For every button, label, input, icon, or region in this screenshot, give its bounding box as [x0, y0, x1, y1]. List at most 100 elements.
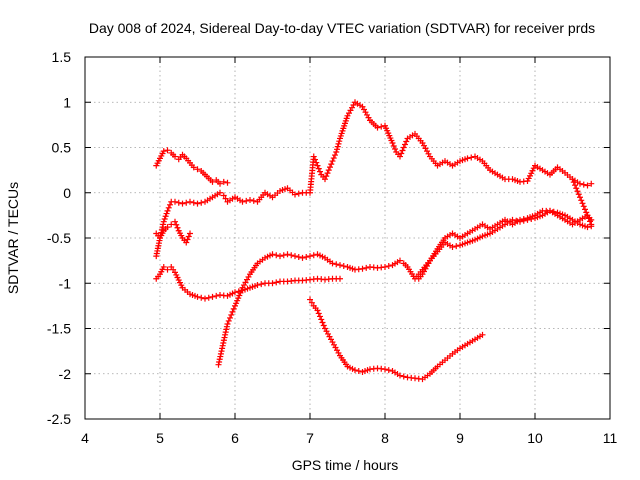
data-point-track-b: [334, 146, 340, 153]
data-point-track-b: [336, 138, 343, 145]
data-point-track-e: [284, 251, 291, 258]
data-point-track-e: [333, 261, 340, 268]
data-point-track-e: [269, 251, 276, 258]
data-point-track-e: [228, 311, 235, 318]
data-point-track-b: [323, 173, 330, 180]
data-point-track-g: [355, 368, 362, 375]
x-tick-label: 9: [456, 430, 464, 446]
data-point-track-f: [513, 217, 520, 224]
data-point-track-e: [292, 253, 298, 260]
data-point-track-g: [315, 310, 322, 317]
data-point-track-b: [324, 170, 331, 177]
y-tick-label: -0.5: [47, 230, 71, 246]
data-point-track-b: [239, 198, 246, 205]
data-point-track-b: [187, 198, 193, 205]
data-point-track-d: [232, 289, 238, 296]
data-point-track-b: [163, 210, 170, 217]
data-point-track-b: [190, 199, 197, 206]
data-point-track-b: [165, 204, 172, 211]
data-point-track-a: [164, 147, 171, 154]
data-point-track-d: [269, 280, 276, 287]
data-point-track-b: [392, 146, 398, 153]
data-point-track-d: [213, 292, 220, 299]
data-point-track-b: [317, 168, 323, 175]
data-point-track-b: [179, 200, 186, 207]
y-tick-label: 1.5: [52, 49, 72, 65]
data-point-track-f: [509, 216, 516, 223]
data-point-track-d: [205, 294, 212, 301]
x-tick-label: 4: [81, 430, 89, 446]
data-point-track-d: [202, 295, 208, 302]
x-tick-label: 8: [381, 430, 389, 446]
data-point-track-d: [194, 293, 201, 300]
data-point-track-b: [247, 196, 253, 203]
grid: [85, 57, 610, 419]
data-point-track-b: [389, 139, 396, 146]
data-point-track-c: [185, 233, 192, 240]
data-point-track-g: [314, 307, 321, 314]
axis-ticks: 4 5 6 7 8 9 10 11 1.5 1 0.5 0 -0.5 -1 -1.5 -2 -2.5: [47, 49, 618, 446]
data-point-track-b: [399, 147, 406, 154]
data-point-track-d: [258, 281, 265, 288]
data-point-track-e: [227, 314, 233, 321]
data-point-track-b: [198, 199, 205, 206]
x-tick-label: 11: [603, 430, 618, 446]
data-point-track-f: [517, 218, 523, 225]
data-point-track-b: [292, 191, 298, 198]
data-point-track-b: [325, 167, 332, 174]
data-point-track-f: [528, 215, 535, 222]
data-point-track-f: [449, 244, 456, 251]
data-point-track-b: [194, 200, 201, 207]
data-point-track-c: [174, 224, 181, 231]
data-point-track-b: [327, 164, 333, 171]
x-tick-label: 6: [231, 430, 239, 446]
data-point-track-b: [250, 197, 257, 204]
data-point-track-e: [307, 253, 313, 260]
data-point-track-a: [160, 148, 167, 155]
data-point-track-h: [579, 200, 586, 207]
data-point-track-h: [572, 182, 578, 189]
y-axis-title: SDTVAR / TECUs: [5, 182, 21, 294]
data-point-track-e: [303, 254, 310, 261]
data-point-track-g: [382, 366, 388, 373]
data-point-track-g: [352, 367, 358, 374]
data-point-track-h: [574, 188, 581, 195]
data-point-track-f: [584, 224, 591, 231]
data-point-track-e: [277, 253, 283, 260]
x-tick-label: 5: [156, 430, 164, 446]
data-point-track-c: [173, 221, 180, 228]
data-point-track-b: [160, 218, 167, 225]
data-point-track-h: [577, 194, 583, 201]
data-point-track-b: [295, 190, 302, 197]
data-point-track-b: [402, 141, 408, 148]
data-point-track-g: [318, 316, 325, 323]
data-point-track-b: [164, 207, 171, 214]
data-point-track-e: [295, 254, 302, 261]
data-point-track-d: [164, 266, 171, 273]
data-point-track-b: [328, 161, 335, 168]
data-point-track-a: [190, 164, 197, 171]
data-point-track-g: [319, 319, 326, 326]
data-point-track-b: [577, 180, 583, 187]
data-point-track-b: [329, 158, 336, 165]
data-point-track-f: [588, 223, 595, 230]
data-point-track-b: [175, 199, 182, 206]
data-point-track-e: [273, 252, 280, 259]
data-point-track-h: [580, 203, 587, 210]
data-point-track-a: [209, 178, 216, 185]
data-point-track-e: [230, 305, 237, 312]
y-tick-label: -1: [59, 275, 72, 291]
data-point-track-b: [335, 140, 342, 147]
data-point-track-b: [315, 165, 322, 172]
data-point-track-f: [547, 207, 553, 214]
data-point-track-c: [187, 230, 193, 237]
data-point-track-e: [337, 262, 343, 269]
data-point-track-f: [524, 216, 531, 223]
data-point-track-a: [224, 179, 231, 186]
data-point-track-e: [340, 263, 347, 270]
data-point-track-b: [403, 138, 410, 145]
data-point-track-e: [329, 260, 336, 267]
y-tick-label: 0.5: [52, 140, 72, 156]
data-point-track-d: [337, 275, 343, 282]
